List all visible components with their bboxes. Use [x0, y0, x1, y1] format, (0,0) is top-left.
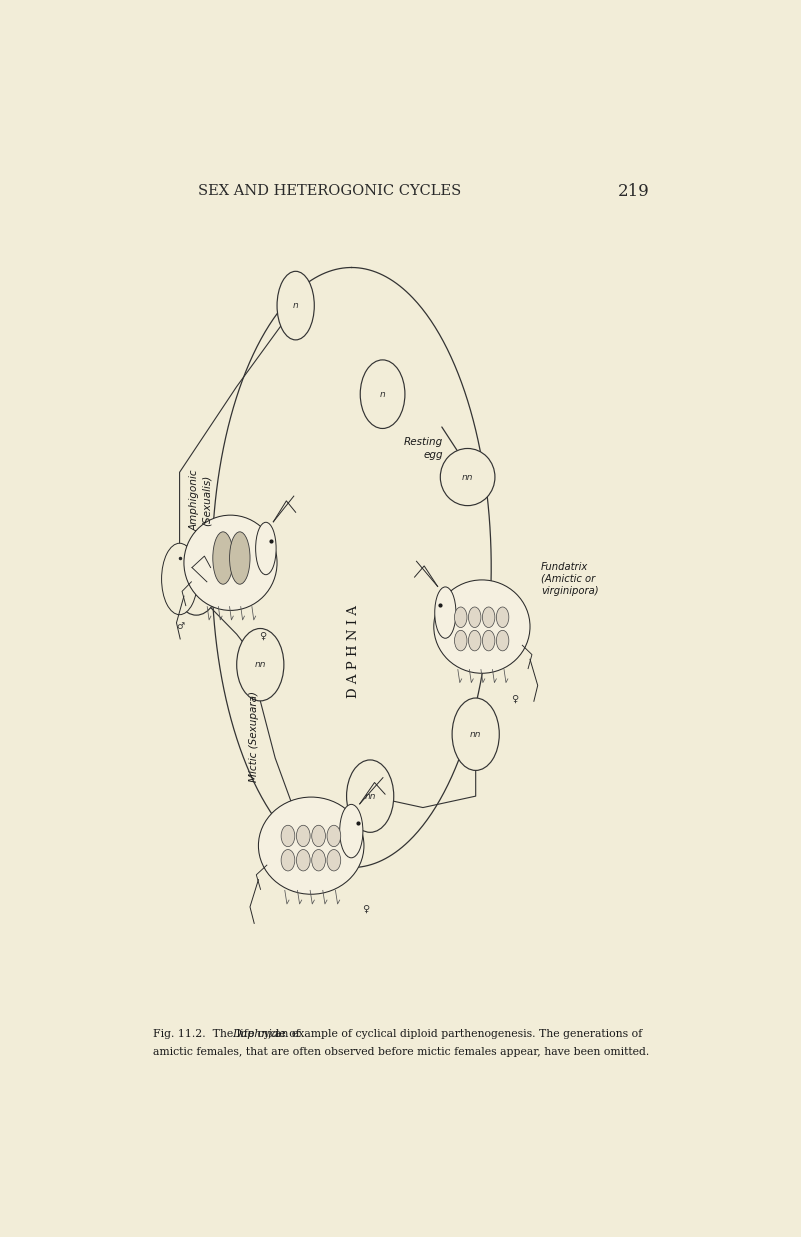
Ellipse shape — [435, 586, 456, 638]
Text: nn: nn — [191, 574, 202, 584]
Text: amictic females, that are often observed before mictic females appear, have been: amictic females, that are often observed… — [153, 1047, 649, 1056]
Ellipse shape — [281, 825, 295, 846]
Ellipse shape — [312, 825, 325, 846]
Text: Daphnia: Daphnia — [232, 1029, 279, 1039]
Ellipse shape — [327, 825, 340, 846]
Text: Mictic (Sexupara): Mictic (Sexupara) — [249, 690, 259, 782]
Ellipse shape — [296, 825, 310, 846]
Ellipse shape — [340, 804, 363, 857]
Ellipse shape — [452, 698, 499, 771]
Text: nn: nn — [470, 730, 481, 738]
Ellipse shape — [259, 797, 364, 894]
Ellipse shape — [213, 532, 233, 584]
Text: Resting
egg: Resting egg — [404, 437, 443, 460]
Ellipse shape — [230, 532, 250, 584]
Ellipse shape — [360, 360, 405, 428]
Ellipse shape — [469, 607, 481, 627]
Text: ♀: ♀ — [361, 903, 368, 914]
Ellipse shape — [277, 271, 314, 340]
Ellipse shape — [454, 631, 467, 651]
Ellipse shape — [237, 628, 284, 701]
Ellipse shape — [482, 631, 495, 651]
Ellipse shape — [482, 607, 495, 627]
Text: Amphigonic
(Sexualis): Amphigonic (Sexualis) — [190, 470, 212, 532]
Ellipse shape — [441, 449, 495, 506]
Text: Fundatrix
(Amictic or
virginipora): Fundatrix (Amictic or virginipora) — [541, 562, 598, 596]
Text: Fig. 11.2.  The life cycle of: Fig. 11.2. The life cycle of — [153, 1029, 304, 1039]
Text: nn: nn — [462, 473, 473, 481]
Ellipse shape — [497, 607, 509, 627]
Text: , an example of cyclical diploid parthenogenesis. The generations of: , an example of cyclical diploid parthen… — [268, 1029, 642, 1039]
Ellipse shape — [296, 850, 310, 871]
Ellipse shape — [434, 580, 530, 673]
Ellipse shape — [256, 522, 276, 575]
Text: n: n — [380, 390, 385, 398]
Ellipse shape — [497, 631, 509, 651]
Ellipse shape — [347, 760, 394, 833]
Text: nn: nn — [364, 792, 376, 800]
Text: ♀: ♀ — [511, 694, 518, 704]
Text: SEX AND HETEROGONIC CYCLES: SEX AND HETEROGONIC CYCLES — [198, 184, 461, 198]
Text: ♂: ♂ — [177, 622, 185, 631]
Text: 219: 219 — [618, 183, 650, 200]
Ellipse shape — [312, 850, 325, 871]
Text: ♀: ♀ — [260, 631, 266, 641]
Text: nn: nn — [255, 661, 266, 669]
Ellipse shape — [469, 631, 481, 651]
Ellipse shape — [162, 543, 198, 615]
Ellipse shape — [173, 543, 220, 615]
Text: n: n — [293, 301, 299, 310]
Ellipse shape — [327, 850, 340, 871]
Ellipse shape — [454, 607, 467, 627]
Ellipse shape — [184, 515, 277, 610]
Ellipse shape — [281, 850, 295, 871]
Text: D A P H N I A: D A P H N I A — [347, 605, 360, 698]
